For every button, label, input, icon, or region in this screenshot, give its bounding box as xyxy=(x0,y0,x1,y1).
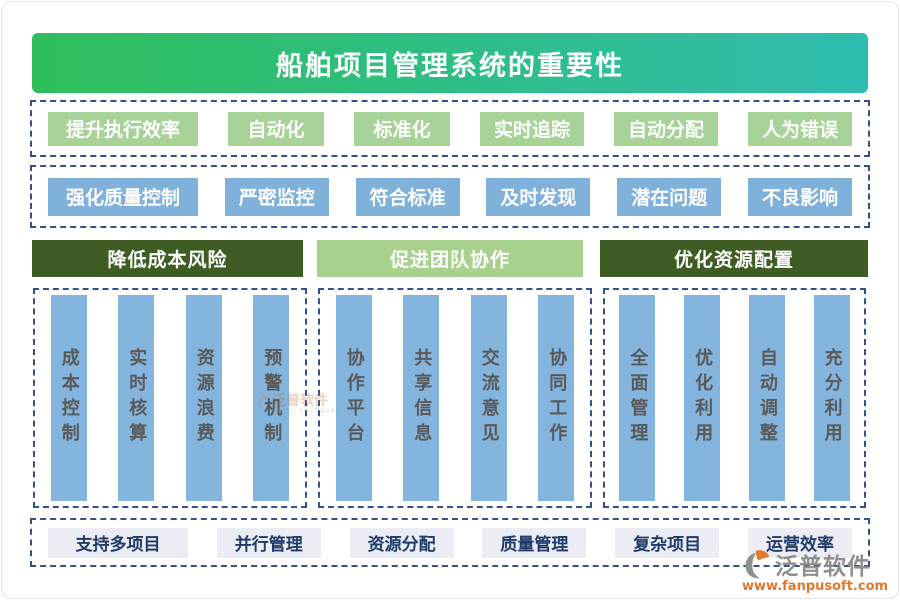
bar-full-management: 全面管理 xyxy=(619,295,656,501)
chip-resource-allocation: 资源分配 xyxy=(349,527,454,558)
chip-quality-management: 质量管理 xyxy=(482,527,587,558)
brand-name: 泛普软件 xyxy=(775,553,871,580)
quality-chip-row: 强化质量控制 严密监控 符合标准 及时发现 潜在问题 不良影响 xyxy=(30,165,870,228)
chip-parallel-management: 并行管理 xyxy=(216,527,321,558)
title-banner: 船舶项目管理系统的重要性 xyxy=(32,33,868,93)
panel-resource-allocation: 全面管理 优化利用 自动调整 充分利用 xyxy=(603,288,866,508)
chip-strict-monitoring: 严密监控 xyxy=(224,177,329,216)
bar-info-sharing: 共享信息 xyxy=(403,295,440,501)
chip-potential-issues: 潜在问题 xyxy=(617,177,722,216)
chip-human-error: 人为错误 xyxy=(747,111,852,146)
chip-meet-standards: 符合标准 xyxy=(355,177,460,216)
fanpu-brand: 泛普软件 www.fanpusoft.com xyxy=(742,547,888,594)
header-resource-allocation: 优化资源配置 xyxy=(600,240,868,277)
chip-timely-detection: 及时发现 xyxy=(486,177,591,216)
chip-execution-efficiency: 提升执行效率 xyxy=(48,111,198,146)
brand-url-link[interactable]: www.fanpusoft.com xyxy=(742,579,889,594)
page-title: 船舶项目管理系统的重要性 xyxy=(276,50,624,82)
chip-adverse-effects: 不良影响 xyxy=(747,177,852,216)
panel-cost-risk: 成本控制 实时核算 资源浪费 预警机制 xyxy=(33,288,307,508)
fanpu-logo-icon xyxy=(745,550,770,579)
bar-exchange-opinions: 交流意见 xyxy=(470,295,507,501)
efficiency-chip-row: 提升执行效率 自动化 标准化 实时追踪 自动分配 人为错误 xyxy=(30,100,870,157)
capability-chip-row: 支持多项目 并行管理 资源分配 质量管理 复杂项目 运营效率 xyxy=(30,518,870,567)
chip-auto-assignment: 自动分配 xyxy=(613,111,718,146)
header-team-collaboration: 促进团队协作 xyxy=(317,240,583,277)
chip-realtime-tracking: 实时追踪 xyxy=(479,111,584,146)
chip-complex-projects: 复杂项目 xyxy=(615,527,720,558)
bar-realtime-accounting: 实时核算 xyxy=(118,295,155,501)
bar-optimized-use: 优化利用 xyxy=(684,295,721,501)
bar-full-utilization: 充分利用 xyxy=(813,295,850,501)
chip-multi-project: 支持多项目 xyxy=(48,527,188,558)
bar-auto-adjustment: 自动调整 xyxy=(748,295,785,501)
bar-collaboration-platform: 协作平台 xyxy=(335,295,372,501)
chip-standardization: 标准化 xyxy=(353,111,450,146)
header-cost-risk: 降低成本风险 xyxy=(32,240,303,277)
chip-automation: 自动化 xyxy=(227,111,324,146)
chip-quality-control: 强化质量控制 xyxy=(48,177,198,216)
bar-cost-control: 成本控制 xyxy=(50,295,87,501)
bar-collaborative-work: 协同工作 xyxy=(538,295,575,501)
panel-team-collaboration: 协作平台 共享信息 交流意见 协同工作 xyxy=(318,288,592,508)
bar-warning-mechanism: 预警机制 xyxy=(253,295,290,501)
bar-resource-waste: 资源浪费 xyxy=(185,295,222,501)
